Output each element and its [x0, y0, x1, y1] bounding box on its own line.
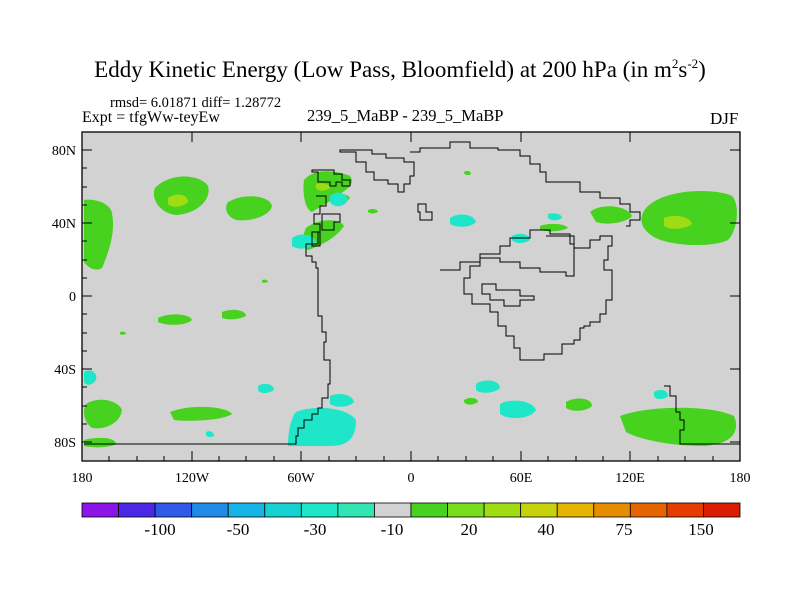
- contour-fill-natlantic: [303, 171, 352, 212]
- colorbar-swatch: [703, 502, 741, 518]
- x-tick-label: 60W: [287, 471, 315, 486]
- x-tick-label: 0: [408, 471, 415, 486]
- contour-fill-southern-pacific-central: [170, 406, 232, 421]
- colorbar-swatch: [520, 502, 558, 518]
- contour-fill-east-atlantic: [368, 208, 378, 214]
- contour-fill-india: [540, 223, 568, 232]
- contour-fill-southern-pacific-west: [84, 399, 122, 429]
- contour-fill-greenland: [330, 192, 348, 207]
- contour-fill-australia-south: [654, 389, 668, 399]
- greenland-outline: [339, 149, 415, 193]
- contour-fill-southern-indian-core: [500, 400, 536, 419]
- colorbar-swatch: [666, 502, 704, 518]
- contour-fill-south-pacific: [258, 383, 274, 393]
- continent-outlines: [84, 141, 740, 445]
- x-tick-label: 180: [730, 471, 751, 486]
- contour-fill-south-atlantic-core: [476, 380, 500, 393]
- experiment-label: Expt = tfgWw-teyEw: [82, 109, 220, 126]
- x-axis-ticks: [81, 132, 741, 461]
- asia-inland-outline: [440, 229, 575, 361]
- colorbar-swatch: [154, 502, 193, 518]
- americas-outline: [84, 169, 351, 445]
- contour-fill-southern-ocean-south: [84, 437, 116, 448]
- australia-outline: [664, 385, 740, 445]
- colorbar-label: 20: [461, 520, 478, 539]
- x-tick-label: 180: [72, 471, 93, 486]
- colorbar-label: 40: [538, 520, 555, 539]
- colorbar-swatch: [81, 502, 119, 518]
- contour-fill-asia-north: [590, 206, 632, 224]
- season-label: DJF: [710, 109, 739, 128]
- asia-east-outline: [540, 235, 613, 361]
- caspian-outline: [481, 283, 535, 307]
- colorbar-swatch: [629, 502, 668, 518]
- title-unit-s: s: [678, 57, 688, 82]
- contour-fill-npacific-east: [226, 196, 272, 221]
- contour-fill-arctic-europe: [464, 170, 471, 176]
- contour-fill-tropics-central: [222, 309, 246, 320]
- contour-fill-middle-east: [450, 214, 476, 227]
- contour-fill-subtropical-pacific: [84, 370, 97, 385]
- colorbar-swatch: [374, 502, 412, 518]
- contour-fill-tropics-east: [262, 279, 268, 283]
- colorbar-swatch: [337, 502, 375, 518]
- contour-fill-npacific-west: [84, 199, 114, 270]
- contour-fill-south-atlantic: [464, 397, 478, 405]
- y-axis-ticks: [82, 149, 740, 443]
- x-tick-labels: 180 120W 60W 0 60E 120E 180: [72, 471, 751, 486]
- stats-label: rmsd= 6.01871 diff= 1.28772: [110, 95, 282, 111]
- x-tick-label: 120E: [615, 471, 645, 486]
- colorbar-label: -50: [227, 520, 250, 539]
- colorbar-swatch: [300, 502, 339, 518]
- colorbar-label: -30: [304, 520, 327, 539]
- contour-fill-east-asia-ocean: [548, 213, 562, 221]
- title-exponent-1: 2: [671, 56, 679, 71]
- contour-fill-tropics-far-west: [120, 331, 126, 335]
- contour-fill-drake-passage: [288, 407, 356, 446]
- y-tick-label: 80S: [54, 436, 76, 451]
- colorbar-label: -100: [144, 520, 175, 539]
- colorbar-labels: -100 -50 -30 -10 20 40 75 150: [144, 520, 713, 539]
- y-tick-label: 40N: [52, 217, 76, 232]
- contour-fill-southern-pacific-small: [206, 431, 214, 438]
- contour-fill-npacific-far-east: [641, 191, 737, 246]
- colorbar: [81, 502, 741, 518]
- contour-fill-south-america-east: [330, 394, 354, 407]
- contour-fill-tropics-west: [158, 314, 192, 325]
- title-exponent-2: -2: [687, 56, 699, 71]
- map-plot: 80N 40N 0 40S 80S 180 120W 60W 0 60E 120…: [52, 131, 751, 486]
- y-tick-label: 80N: [52, 144, 76, 159]
- y-tick-labels: 80N 40N 0 40S 80S: [52, 144, 76, 451]
- colorbar-swatch: [191, 502, 229, 518]
- comparison-label: 239_5_MaBP - 239_5_MaBP: [307, 106, 504, 125]
- contour-fill-natlantic-core: [316, 183, 330, 191]
- colorbar-swatch: [556, 502, 595, 518]
- title-text: Eddy Kinetic Energy (Low Pass, Bloomfiel…: [94, 57, 672, 82]
- contour-fill-west-atlantic: [292, 234, 316, 249]
- plot-title: Eddy Kinetic Energy (Low Pass, Bloomfiel…: [0, 56, 800, 83]
- eurasia-outline: [410, 141, 641, 227]
- colorbar-swatch: [593, 502, 631, 518]
- colorbar-label: 75: [616, 520, 633, 539]
- contour-fill-areas: [84, 170, 737, 448]
- europe-islands-outline: [311, 203, 433, 247]
- contour-fill-southern-indian: [566, 398, 592, 411]
- colorbar-swatch: [483, 502, 522, 518]
- colorbar-swatch: [264, 502, 302, 518]
- contour-fill-far-east-core: [664, 216, 692, 229]
- colorbar-label: -10: [381, 520, 404, 539]
- colorbar-swatch: [118, 502, 156, 518]
- title-close: ): [698, 57, 706, 82]
- y-tick-label: 40S: [54, 363, 76, 378]
- x-tick-label: 120W: [175, 471, 210, 486]
- colorbar-label: 150: [688, 520, 714, 539]
- colorbar-swatch: [447, 502, 485, 518]
- contour-fill-npacific-core: [168, 194, 188, 207]
- contour-fill-southern-ocean-east: [620, 407, 737, 446]
- colorbar-swatch: [227, 502, 266, 518]
- colorbar-swatch: [410, 502, 448, 518]
- x-tick-label: 60E: [510, 471, 533, 486]
- y-tick-label: 0: [69, 290, 76, 305]
